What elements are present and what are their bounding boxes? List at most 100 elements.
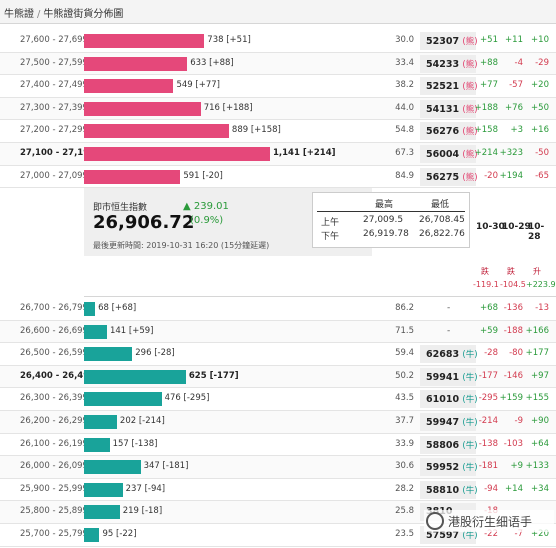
bull-tag: (牛) [462, 485, 478, 496]
daily-change: +16 [531, 125, 549, 136]
volume-label: 157 [-138] [113, 439, 158, 449]
daily-change: +3 [510, 125, 523, 136]
recovery-level[interactable]: 62683 (牛) [426, 348, 478, 360]
index-summary-box: 即市恒生指數 26,906.72 ▲ 239.01 (0.9%) 最後更新時間:… [84, 188, 470, 256]
bear_rows-row[interactable]: 27,200 - 27,299 889 [+158] 54.8 56276 (熊) +1… [0, 120, 556, 143]
recovery-level-cell [420, 435, 476, 454]
bear_rows-row[interactable]: 27,100 - 27,199 1,141 [+214] 67.3 56004 (熊)… [0, 143, 556, 166]
price-range: 25,800 - 25,899 [20, 506, 88, 517]
bull_rows-row[interactable]: 26,700 - 26,799 68 [+68] 86.2 - +68 -136 -13 [0, 298, 556, 321]
bull_rows-row[interactable]: 26,000 - 26,099 347 [-181] 30.6 59952 (牛) -1… [0, 456, 556, 479]
bull_rows-row[interactable]: 26,200 - 26,299 202 [-214] 37.7 59947 (牛) -2… [0, 411, 556, 434]
high-low-table: 最高 最低 上午 27,009.5 26,708.45 下午 26,919.78… [312, 192, 470, 248]
ratio-value: 84.9 [395, 170, 414, 181]
bull-volume-bar [84, 528, 100, 542]
bull_rows-row[interactable]: 26,400 - 26,499 625 [-177] 50.2 59941 (牛) -1… [0, 365, 556, 389]
volume-value: 237 [125, 483, 142, 494]
daily-change: -7 [514, 529, 523, 539]
bull-tag: (牛) [462, 395, 478, 406]
price-range: 26,100 - 26,199 [20, 438, 88, 449]
recovery-level[interactable]: 57597 (牛) [426, 529, 478, 541]
bear-tag: (熊) [462, 104, 478, 115]
daily-change: +194 [499, 170, 523, 181]
daily-change: +159 [499, 393, 523, 404]
bear_rows-row[interactable]: 27,500 - 27,599 633 [+88] 33.4 54233 (熊) +88… [0, 52, 556, 76]
volume-label: 1,141 [+214] [273, 148, 336, 158]
ratio-value: 38.2 [395, 80, 414, 91]
recovery-level-cell [420, 367, 476, 386]
breadcrumb-root-link[interactable]: 牛熊證 [4, 9, 34, 20]
daily-change: -65 [535, 170, 549, 181]
date-header-1: 10-30 [476, 222, 505, 232]
daily-change: +155 [525, 393, 549, 404]
volume-label: 476 [-295] [165, 393, 210, 403]
header-divider [317, 211, 465, 212]
bull_rows-row[interactable]: 26,500 - 26,599 296 [-28] 59.4 62683 (牛) -28… [0, 343, 556, 366]
volume-value: 716 [203, 102, 220, 113]
breadcrumb-current: 牛熊證街貨分佈圖 [43, 9, 124, 20]
recovery-level[interactable]: 54233 (熊) [426, 58, 478, 70]
recovery-level[interactable]: 58806 (牛) [426, 439, 478, 451]
bear_rows-row[interactable]: 27,000 - 27,099 591 [-20] 84.9 56275 (熊) -20… [0, 165, 556, 189]
price-range: 26,000 - 26,099 [20, 461, 88, 472]
date-header-3: 10-28 [528, 222, 545, 242]
recovery-level[interactable]: 59941 (牛) [426, 371, 478, 383]
recovery-level[interactable]: 56004 (熊) [426, 148, 478, 160]
ratio-value: 50.2 [395, 370, 414, 381]
bull-volume-bar [84, 392, 162, 407]
volume-delta: [+88] [209, 57, 234, 68]
breadcrumb-separator: / [37, 9, 41, 20]
volume-label: 141 [+59] [110, 326, 154, 336]
recovery-level-empty: - [447, 325, 451, 336]
daily-change: -28 [484, 348, 498, 359]
recovery-level-number: 58806 [426, 439, 460, 451]
daily-change: -103 [503, 438, 523, 449]
ratio-value: 54.8 [395, 125, 414, 136]
bear_rows-row[interactable]: 27,400 - 27,499 549 [+77] 38.2 52521 (熊) +77… [0, 75, 556, 98]
index-change: ▲ 239.01 [183, 201, 229, 212]
bull_rows-row[interactable]: 26,100 - 26,199 157 [-138] 33.9 58806 (牛) -1… [0, 433, 556, 457]
volume-label: 889 [+158] [232, 125, 281, 135]
bear-volume-bar [84, 169, 181, 184]
recovery-level[interactable]: 59952 (牛) [426, 461, 478, 473]
bear-volume-bar [84, 124, 229, 139]
bear-volume-bar [84, 79, 174, 94]
recovery-level[interactable]: 56276 (熊) [426, 125, 478, 137]
recovery-level[interactable]: 59947 (牛) [426, 416, 478, 428]
daily-change: -177 [478, 370, 498, 381]
recovery-level[interactable]: 61010 (牛) [426, 393, 478, 405]
price-range: 26,500 - 26,599 [20, 348, 88, 359]
bear_rows-row[interactable]: 27,600 - 27,699 738 [+51] 30.0 52307 (熊) +51… [0, 30, 556, 53]
recovery-level[interactable]: 52307 (熊) [426, 35, 478, 47]
recovery-level-number: 52307 [426, 36, 460, 47]
volume-label: 219 [-18] [123, 506, 162, 516]
bull_rows-row[interactable]: 26,600 - 26,699 141 [+59] 71.5 - +59 -188 +166 [0, 320, 556, 344]
ratio-value: 86.2 [395, 303, 414, 313]
daily-change: -214 [478, 416, 498, 426]
bear_rows-row[interactable]: 27,300 - 27,399 716 [+188] 44.0 54131 (熊) +1… [0, 97, 556, 121]
daily-change: +20 [531, 529, 549, 539]
bull-volume-bar [84, 460, 141, 475]
volume-delta: [-181] [162, 461, 189, 472]
bear-volume-bar [84, 101, 201, 116]
recovery-level[interactable]: 56275 (熊) [426, 171, 478, 183]
bull_rows-row[interactable]: 25,900 - 25,999 237 [-94] 28.2 58810 (牛) -94… [0, 478, 556, 502]
recovery-level[interactable]: 54131 (熊) [426, 103, 478, 115]
ratio-value: 71.5 [395, 325, 414, 336]
recovery-level-number: 56275 [426, 171, 460, 183]
volume-value: 141 [109, 325, 127, 336]
bull-tag: (牛) [462, 440, 478, 451]
price-range: 26,300 - 26,399 [20, 393, 88, 404]
volume-delta: [-177] [209, 370, 239, 381]
recovery-level[interactable]: 58810 (牛) [426, 484, 478, 496]
recovery-level-number: 57597 [426, 530, 460, 541]
daily-change: -9 [514, 416, 523, 426]
price-range: 25,900 - 25,999 [20, 483, 88, 494]
bull_rows-row[interactable]: 26,300 - 26,399 476 [-295] 43.5 61010 (牛) -2… [0, 388, 556, 411]
recovery-level[interactable]: 52521 (熊) [426, 80, 478, 92]
ratio-value: 30.0 [395, 35, 414, 45]
ratio-value: 23.5 [395, 529, 414, 539]
bear-tag: (熊) [462, 150, 478, 160]
volume-value: 738 [207, 35, 224, 45]
